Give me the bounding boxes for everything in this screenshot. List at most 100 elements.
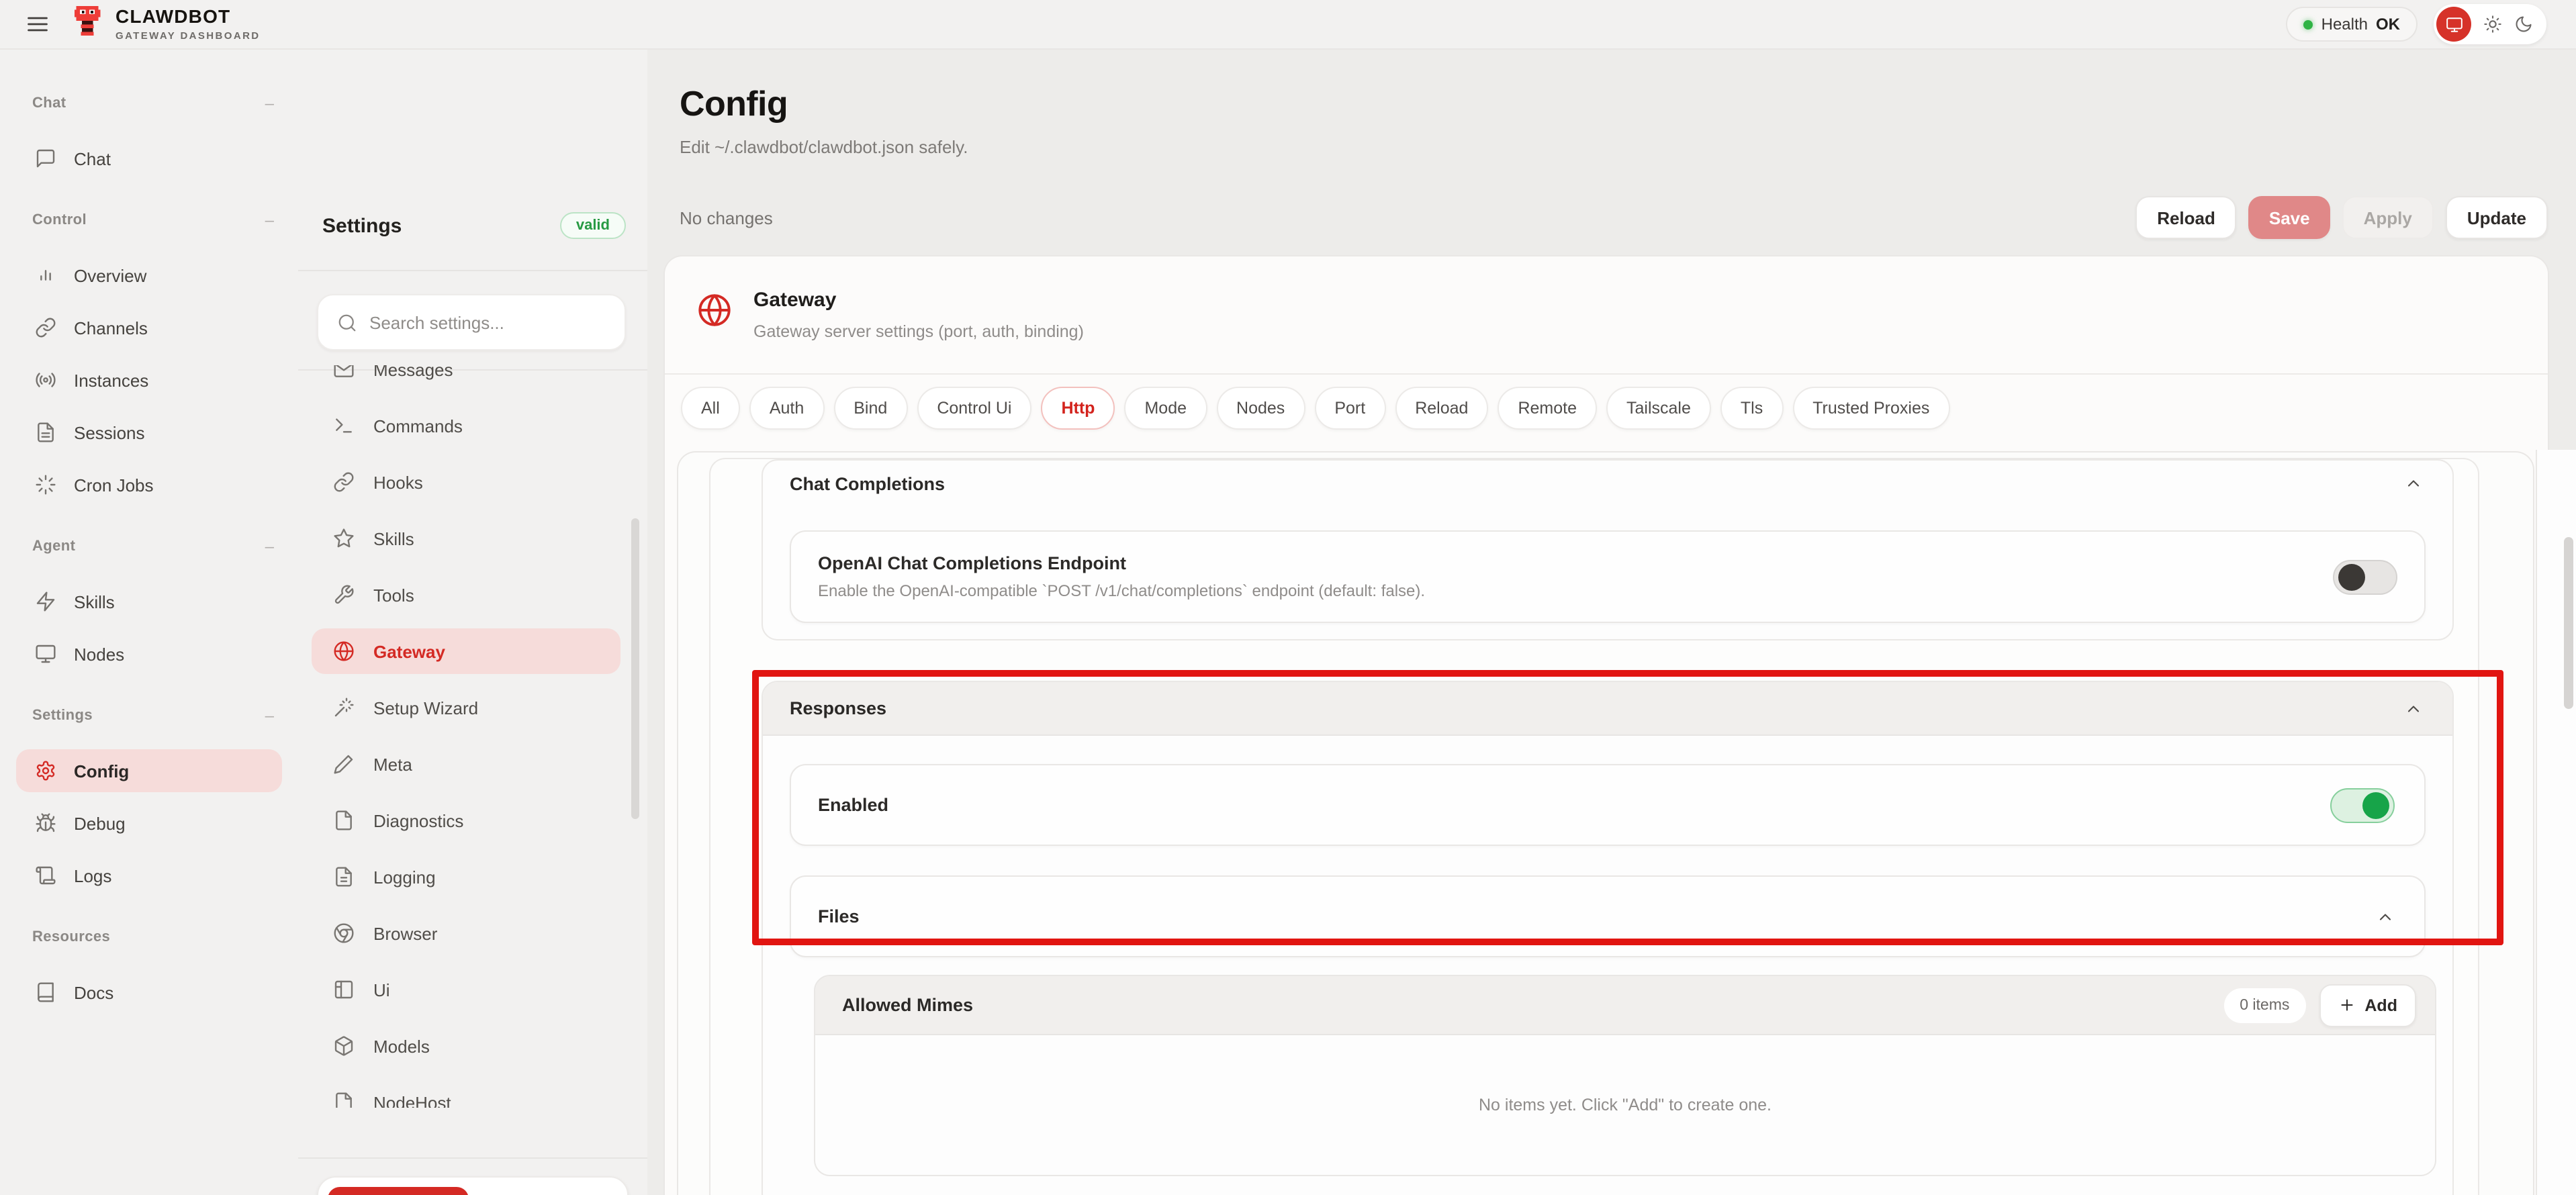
sidebar-item-sessions[interactable]: Sessions xyxy=(16,411,282,454)
filter-chip-tailscale[interactable]: Tailscale xyxy=(1606,387,1711,430)
settings-search-input[interactable] xyxy=(369,312,606,332)
sidebar-item-channels[interactable]: Channels xyxy=(16,306,282,349)
sidebar-item-config[interactable]: Config xyxy=(16,749,282,792)
sun-icon xyxy=(2484,15,2501,33)
responses-enabled-row: Enabled xyxy=(790,764,2426,846)
raw-view-button[interactable]: Raw xyxy=(477,1187,618,1195)
settings-item-messages[interactable]: Messages xyxy=(312,365,620,392)
settings-item-ui[interactable]: Ui xyxy=(312,967,620,1012)
filter-chip-port[interactable]: Port xyxy=(1314,387,1386,430)
settings-item-setup-wizard[interactable]: Setup Wizard xyxy=(312,685,620,730)
theme-switcher xyxy=(2434,4,2546,44)
sidebar-item-label: Debug xyxy=(74,813,126,833)
save-button[interactable]: Save xyxy=(2248,196,2330,239)
health-label: Health xyxy=(2321,15,2368,34)
empty-state-text: No items yet. Click "Add" to create one. xyxy=(1479,1096,1772,1114)
settings-item-logging[interactable]: Logging xyxy=(312,854,620,900)
collapse-icon[interactable]: – xyxy=(265,94,274,113)
section-label: Control xyxy=(32,212,87,228)
openai-endpoint-toggle[interactable] xyxy=(2333,559,2397,594)
zap-icon xyxy=(36,591,55,612)
allowed-mimes-empty-state: No items yet. Click "Add" to create one. xyxy=(815,1035,2435,1175)
sidebar-item-debug[interactable]: Debug xyxy=(16,802,282,845)
terminal-icon xyxy=(336,418,352,433)
apply-button[interactable]: Apply xyxy=(2342,196,2434,239)
wrench-icon xyxy=(334,585,354,604)
filter-chip-mode[interactable]: Mode xyxy=(1124,387,1207,430)
filter-chip-nodes[interactable]: Nodes xyxy=(1216,387,1305,430)
settings-item-models[interactable]: Models xyxy=(312,1023,620,1069)
settings-item-tools[interactable]: Tools xyxy=(312,572,620,618)
update-button[interactable]: Update xyxy=(2445,196,2548,239)
filter-chip-remote[interactable]: Remote xyxy=(1498,387,1597,430)
settings-item-gateway[interactable]: Gateway xyxy=(312,628,620,674)
sidebar-item-docs[interactable]: Docs xyxy=(16,971,282,1014)
settings-item-label: Tools xyxy=(373,585,414,605)
chevron-up-icon xyxy=(2407,480,2420,487)
page-title: Config xyxy=(680,83,788,124)
sidebar-item-cron-jobs[interactable]: Cron Jobs xyxy=(16,463,282,506)
theme-dark-button[interactable] xyxy=(2514,15,2533,34)
filter-chip-reload[interactable]: Reload xyxy=(1395,387,1489,430)
reload-button[interactable]: Reload xyxy=(2135,196,2237,239)
settings-item-meta[interactable]: Meta xyxy=(312,741,620,787)
menu-icon[interactable] xyxy=(19,5,56,43)
gateway-section-header: Gateway Gateway server settings (port, a… xyxy=(665,256,2548,373)
sidebar-section-resources: Resources Docs xyxy=(16,928,282,1014)
files-group-header[interactable]: Files xyxy=(790,875,2426,957)
settings-item-diagnostics[interactable]: Diagnostics xyxy=(312,798,620,843)
files-label: Files xyxy=(818,906,860,926)
filter-chip-all[interactable]: All xyxy=(681,387,740,430)
filter-chip-http[interactable]: Http xyxy=(1041,387,1115,430)
health-status: OK xyxy=(2376,15,2400,34)
collapse-icon[interactable]: – xyxy=(265,211,274,230)
responses-body: Enabled Files Allow xyxy=(763,736,2452,1195)
sidebar-item-logs[interactable]: Logs xyxy=(16,854,282,897)
filter-chip-auth[interactable]: Auth xyxy=(749,387,825,430)
sidebar-item-label: Docs xyxy=(74,982,114,1002)
settings-item-hooks[interactable]: Hooks xyxy=(312,459,620,505)
brand-subtitle: GATEWAY DASHBOARD xyxy=(116,30,261,42)
openai-endpoint-card: OpenAI Chat Completions Endpoint Enable … xyxy=(790,530,2426,623)
chevron-up-icon[interactable] xyxy=(2404,699,2423,718)
link-icon xyxy=(334,472,354,492)
box-icon xyxy=(334,1036,353,1056)
sidebar-item-overview[interactable]: Overview xyxy=(16,254,282,297)
settings-item-skills[interactable]: Skills xyxy=(312,516,620,561)
add-mime-button[interactable]: Add xyxy=(2319,984,2416,1026)
sidebar-item-label: Nodes xyxy=(74,644,125,664)
sidebar-item-label: Chat xyxy=(74,148,111,169)
filter-chip-control-ui[interactable]: Control Ui xyxy=(917,387,1032,430)
settings-search-box[interactable] xyxy=(317,294,626,350)
settings-item-browser[interactable]: Browser xyxy=(312,910,620,956)
responses-enabled-toggle[interactable] xyxy=(2330,787,2395,822)
filter-chip-trusted-proxies[interactable]: Trusted Proxies xyxy=(1792,387,1950,430)
chevron-up-icon[interactable] xyxy=(2376,907,2395,926)
settings-item-commands[interactable]: Commands xyxy=(312,403,620,448)
settings-search-wrap xyxy=(298,271,647,350)
chevron-up-icon xyxy=(2379,913,2391,920)
sidebar-item-chat[interactable]: Chat xyxy=(16,137,282,180)
chat-completions-section: Chat Completions OpenAI Chat Completions… xyxy=(762,459,2454,640)
theme-light-button[interactable] xyxy=(2483,15,2502,34)
toggle-knob xyxy=(2362,792,2389,818)
sidebar-item-nodes[interactable]: Nodes xyxy=(16,632,282,675)
section-label: Resources xyxy=(32,929,111,945)
collapse-icon[interactable]: – xyxy=(265,706,274,725)
collapse-icon[interactable]: – xyxy=(265,537,274,556)
form-view-button[interactable]: Form xyxy=(328,1187,469,1195)
settings-item-nodehost[interactable]: NodeHost xyxy=(312,1080,620,1108)
page-scrollbar[interactable] xyxy=(2564,537,2573,709)
responses-header[interactable]: Responses xyxy=(763,682,2452,736)
filter-chip-tls[interactable]: Tls xyxy=(1720,387,1784,430)
settings-item-label: Skills xyxy=(373,528,414,548)
chevron-up-icon[interactable] xyxy=(2404,474,2423,493)
settings-list-scrollbar[interactable] xyxy=(631,518,639,819)
chat-completions-header[interactable]: Chat Completions xyxy=(763,461,2452,495)
theme-system-button[interactable] xyxy=(2436,7,2471,42)
sidebar-item-skills[interactable]: Skills xyxy=(16,580,282,623)
sidebar-item-instances[interactable]: Instances xyxy=(16,358,282,401)
divider xyxy=(298,270,647,271)
filter-chip-bind[interactable]: Bind xyxy=(833,387,908,430)
